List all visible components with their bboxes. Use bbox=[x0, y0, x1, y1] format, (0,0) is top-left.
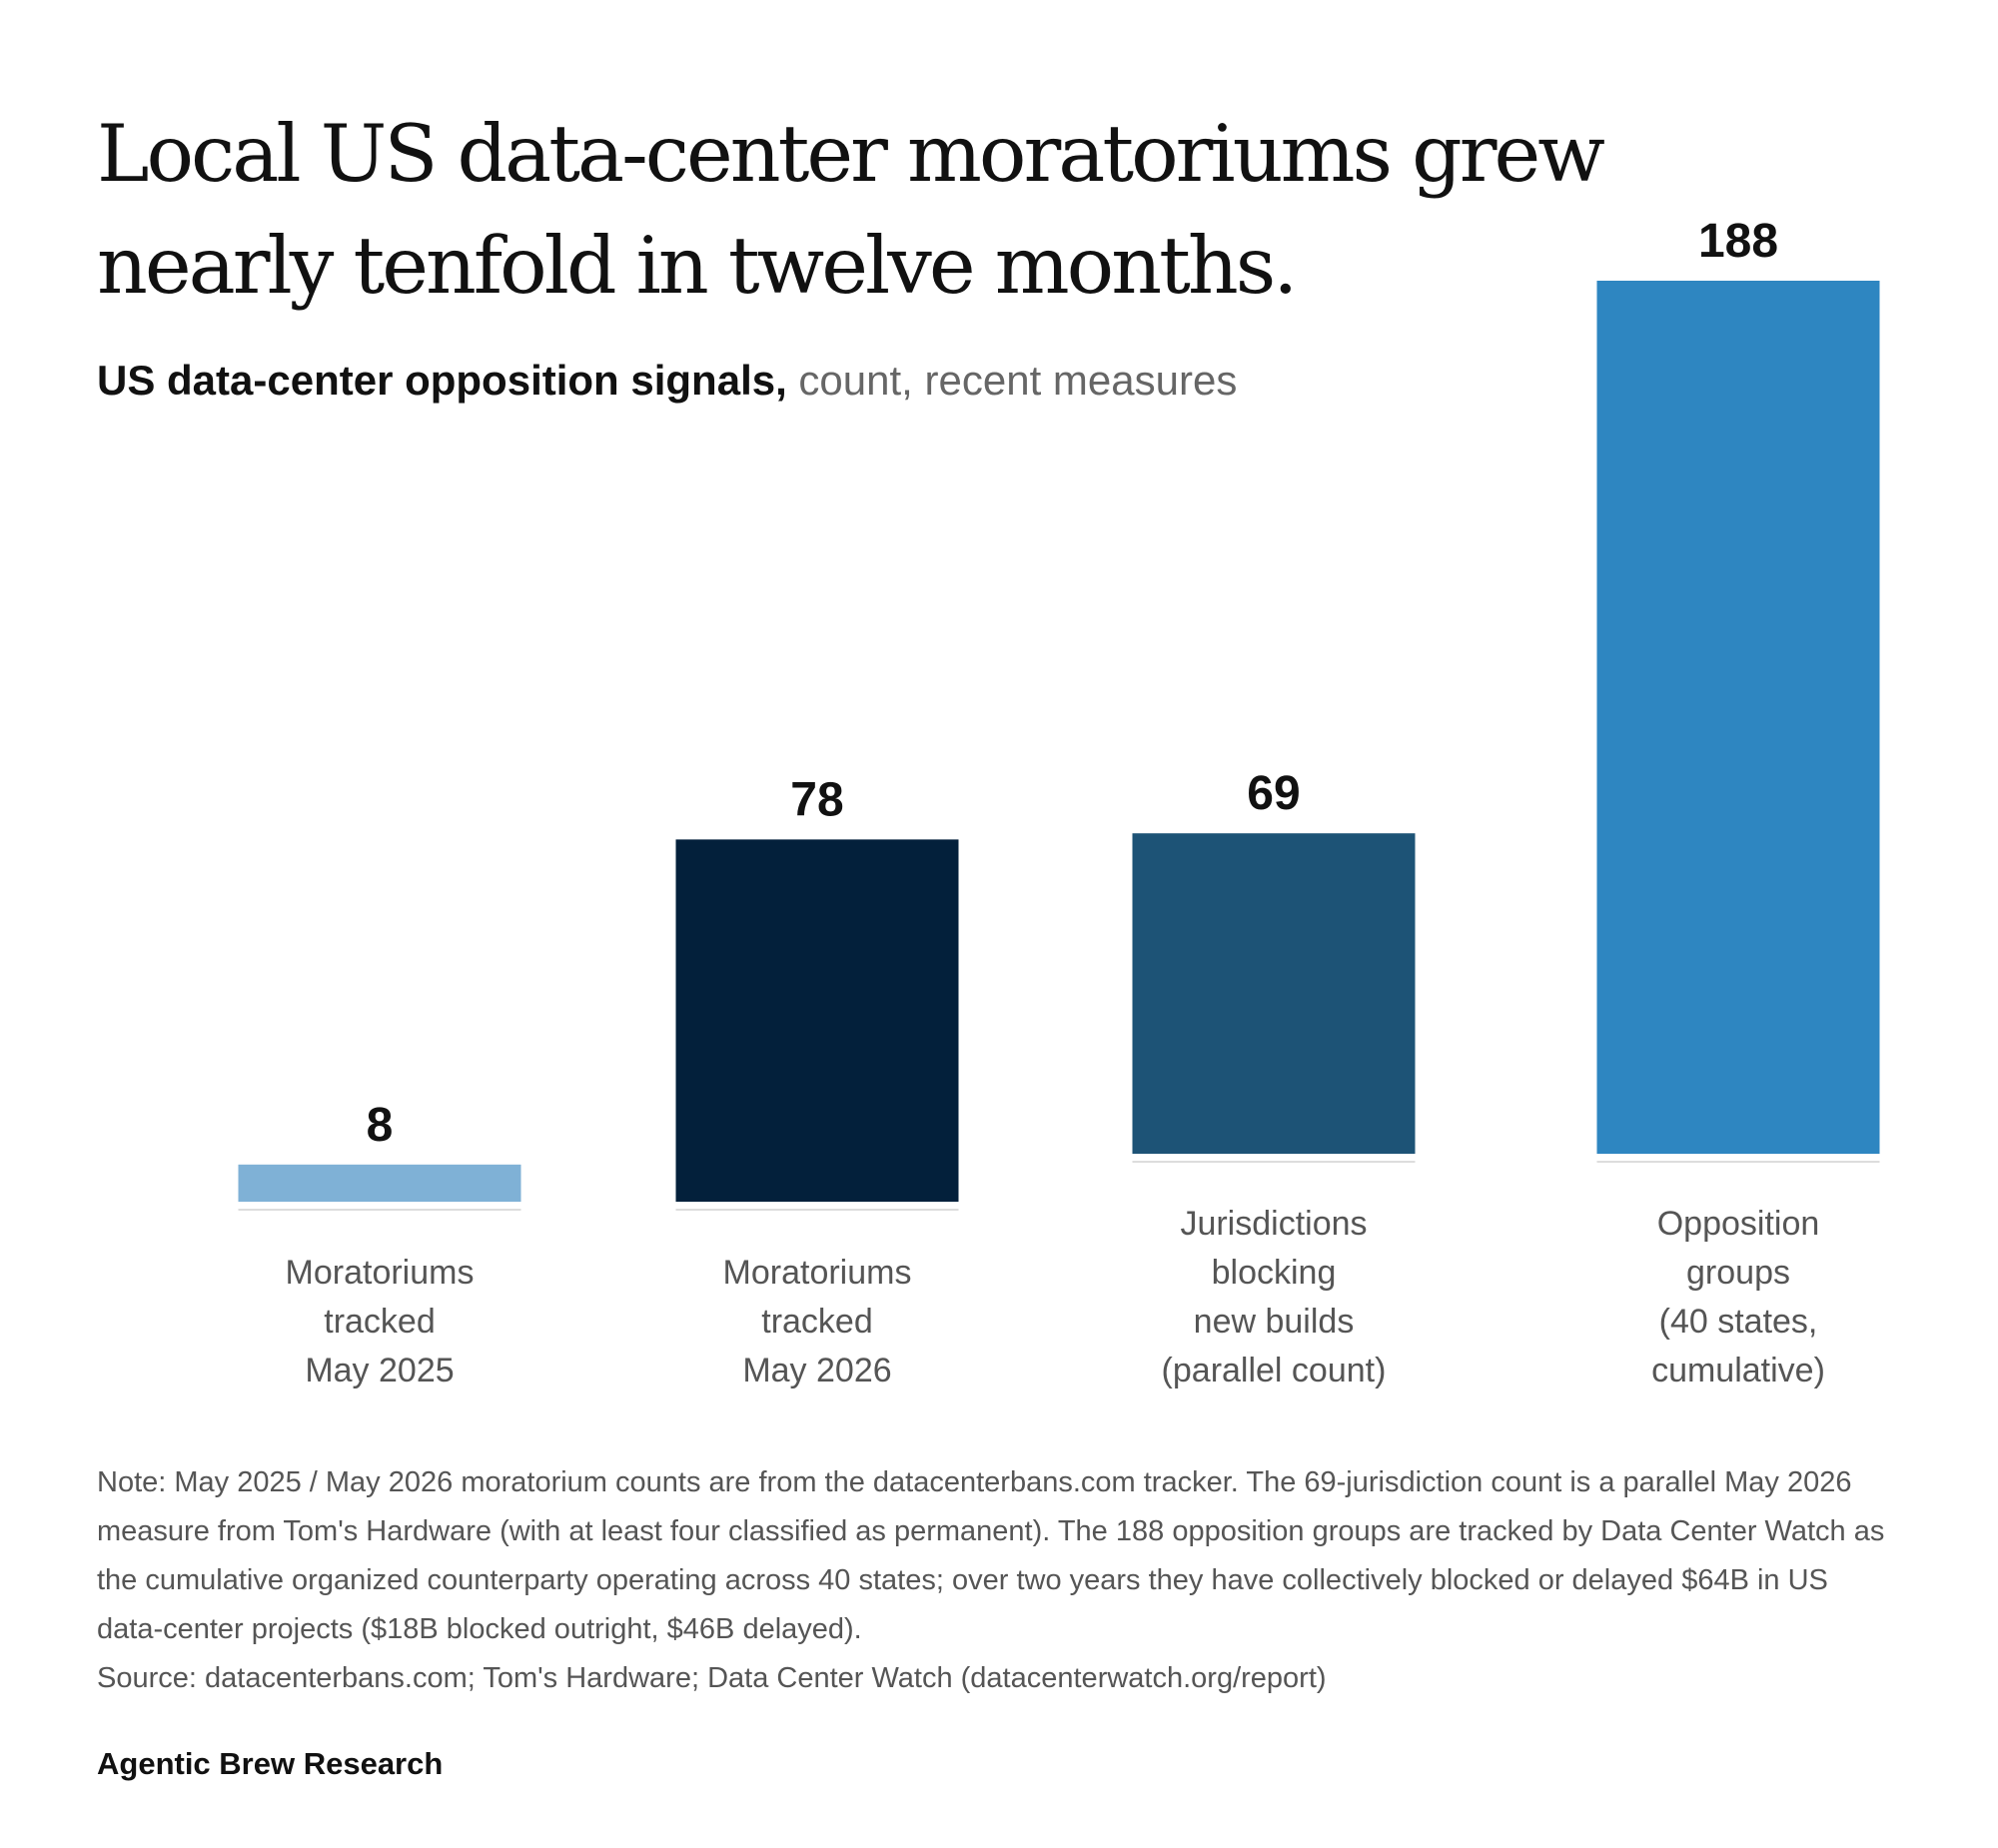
category-label-line: Opposition bbox=[1657, 1205, 1820, 1243]
category-label-line: Moratoriums bbox=[723, 1254, 912, 1292]
bar-3 bbox=[1132, 833, 1416, 1154]
category-label-line: cumulative) bbox=[1651, 1352, 1825, 1389]
category-label-line: tracked bbox=[324, 1303, 436, 1341]
chart-title: Local US data-center moratoriums grew ne… bbox=[97, 108, 1605, 312]
category-label-2: Moratoriums tracked May 2026 bbox=[723, 1254, 912, 1389]
note-text: Note: May 2025 / May 2026 moratorium cou… bbox=[97, 1466, 1885, 1645]
category-label-line: (parallel count) bbox=[1162, 1352, 1387, 1389]
category-label-line: groups bbox=[1686, 1254, 1790, 1292]
category-label-line: tracked bbox=[761, 1303, 873, 1341]
value-label-4: 188 bbox=[1698, 215, 1778, 268]
category-label-line: new builds bbox=[1194, 1303, 1355, 1341]
category-label-line: (40 states, bbox=[1659, 1303, 1818, 1341]
chart-note: Note: May 2025 / May 2026 moratorium cou… bbox=[97, 1458, 1895, 1703]
category-label-line: blocking bbox=[1212, 1254, 1337, 1292]
category-label-3: Jurisdictions blocking new builds (parallel… bbox=[1162, 1205, 1387, 1389]
category-label-4: Opposition groups (40 states, cumulative) bbox=[1651, 1205, 1825, 1389]
value-label-2: 78 bbox=[790, 773, 843, 826]
subtitle-strong: US data-center opposition signals, bbox=[97, 357, 787, 404]
bar-2 bbox=[675, 839, 959, 1202]
category-label-line: Moratoriums bbox=[286, 1254, 475, 1292]
value-label-3: 69 bbox=[1247, 767, 1300, 820]
bar-chart: 8 Moratoriums tracked May 2025 78 Moratoriums… bbox=[238, 215, 1880, 1389]
brand-credit: Agentic Brew Research bbox=[97, 1746, 444, 1781]
subtitle-light: count, recent measures bbox=[786, 357, 1238, 404]
value-label-1: 8 bbox=[367, 1099, 394, 1152]
category-label-1: Moratoriums tracked May 2025 bbox=[286, 1254, 475, 1389]
chart-subtitle: US data-center opposition signals, count… bbox=[97, 357, 1237, 405]
bar-4 bbox=[1596, 281, 1880, 1154]
source-text: Source: datacenterbans.com; Tom's Hardwa… bbox=[97, 1662, 1327, 1694]
category-label-line: May 2026 bbox=[742, 1352, 891, 1389]
category-label-line: Jurisdictions bbox=[1180, 1205, 1367, 1243]
bar-1 bbox=[238, 1164, 521, 1202]
category-label-line: May 2025 bbox=[305, 1352, 454, 1389]
